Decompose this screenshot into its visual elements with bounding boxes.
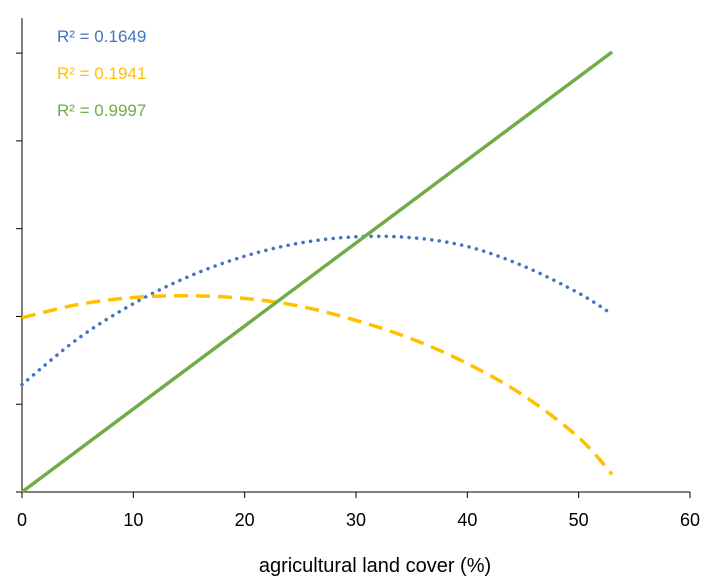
r-squared-label-3: R² = 0.9997 <box>57 101 146 120</box>
r-squared-label-1: R² = 0.1649 <box>57 27 146 46</box>
trendline-series-2 <box>21 293 614 476</box>
x-tick-label: 50 <box>569 510 589 530</box>
x-tick-label: 30 <box>346 510 366 530</box>
r-squared-label-2: R² = 0.1941 <box>57 64 146 83</box>
r-squared-labels: R² = 0.1649 R² = 0.1941 R² = 0.9997 <box>57 27 146 120</box>
x-tick-label: 60 <box>680 510 700 530</box>
trendline-series-1 <box>20 234 614 387</box>
x-tick-label: 10 <box>123 510 143 530</box>
axes <box>16 18 691 498</box>
trendline-series-3 <box>20 50 614 494</box>
tick-labels: 0 10 20 30 40 50 60 <box>17 510 700 530</box>
x-tick-label: 20 <box>235 510 255 530</box>
x-axis-title: agricultural land cover (%) <box>259 555 491 577</box>
series-lines <box>20 50 614 494</box>
x-tick-label: 0 <box>17 510 27 530</box>
x-tick-label: 40 <box>457 510 477 530</box>
